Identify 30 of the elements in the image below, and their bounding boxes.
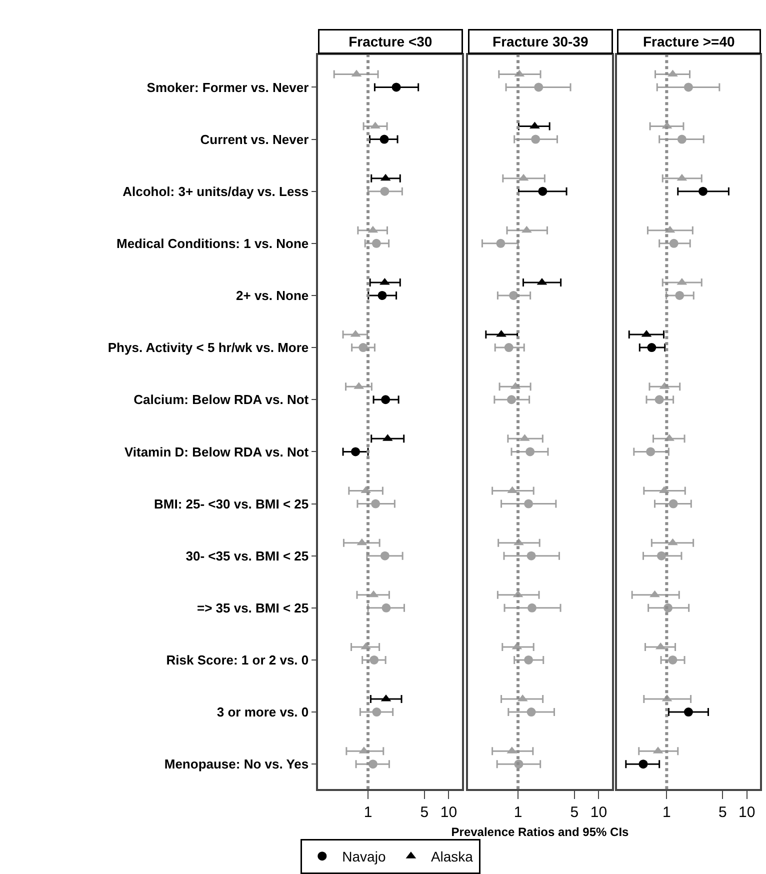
y-tick-label: Risk Score: 1 or 2 vs. 0 xyxy=(166,652,309,668)
y-tick-label: Calcium: Below RDA vs. Not xyxy=(134,392,310,408)
legend-label: Navajo xyxy=(342,848,386,865)
x-tick-label: 10 xyxy=(738,804,756,821)
y-tick-label: Current vs. Never xyxy=(200,132,309,147)
x-tick-label: 5 xyxy=(718,804,727,821)
y-tick-label: => 35 vs. BMI < 25 xyxy=(196,600,309,616)
chart-title: Fracture <30 xyxy=(348,34,432,50)
point xyxy=(668,538,678,546)
legend-label: Alaska xyxy=(430,848,474,865)
x-tick-label: 10 xyxy=(440,804,458,821)
y-tick-label: 3 or more vs. 0 xyxy=(216,704,309,720)
x-tick-label: 1 xyxy=(662,804,671,821)
y-tick-label: Medical Conditions: 1 vs. None xyxy=(116,236,309,251)
y-tick-label: 30- <35 vs. BMI < 25 xyxy=(186,548,309,564)
y-tick-label: 2+ vs. None xyxy=(236,288,309,304)
y-tick-label: Vitamin D: Below RDA vs. Not xyxy=(124,444,310,460)
y-tick-label: Menopause: No vs. Yes xyxy=(164,756,309,772)
x-tick-label: 1 xyxy=(364,804,372,821)
chart-title: Fracture 30-39 xyxy=(492,34,588,50)
x-axis-title: Prevalence Ratios and 95% CIs xyxy=(451,825,630,840)
chart-title: Fracture >=40 xyxy=(642,34,736,50)
x-tick-label: 5 xyxy=(420,804,429,821)
y-tick-label: BMI: 25- <30 vs. BMI < 25 xyxy=(154,496,309,512)
y-tick-label: Phys. Activity < 5 hr/wk vs. More xyxy=(108,340,309,356)
x-tick-label: 10 xyxy=(590,804,608,821)
x-tick-label: 1 xyxy=(514,804,522,821)
x-tick-label: 5 xyxy=(570,804,579,821)
y-tick-label: Smoker: Former vs. Never xyxy=(146,80,309,95)
y-tick-label: Alcohol: 3+ units/day vs. Less xyxy=(122,184,309,199)
